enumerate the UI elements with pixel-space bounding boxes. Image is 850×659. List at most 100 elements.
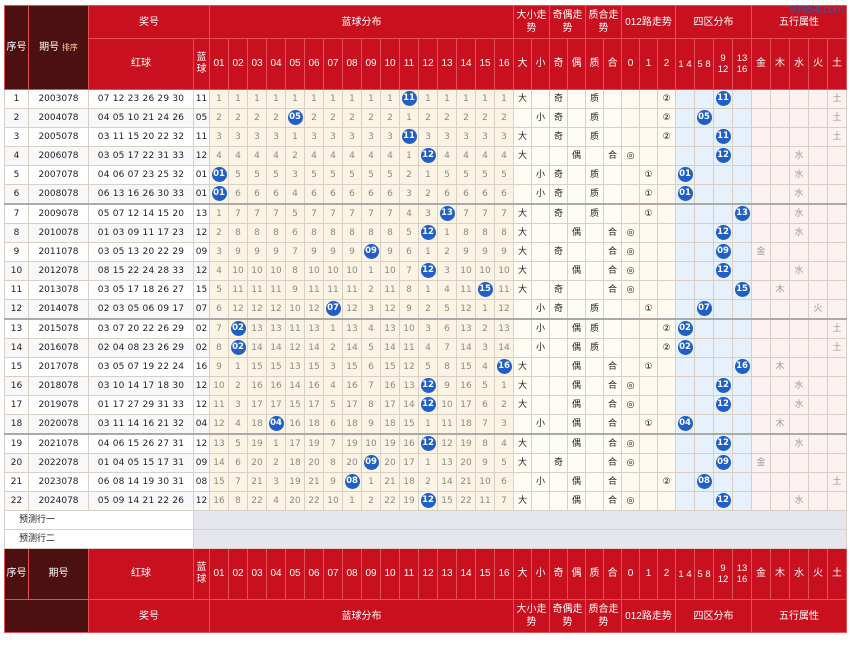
dist-cell: 11 bbox=[247, 280, 267, 300]
jo-cell: 偶 bbox=[567, 491, 586, 511]
l012-cell bbox=[621, 318, 640, 339]
dist-cell: 5 bbox=[494, 453, 514, 473]
zone-ball-marker: 11 bbox=[715, 129, 731, 144]
table-row[interactable]: 17 2019078 01 17 27 29 31 33 12 11 3 17 17 15 17 5… bbox=[4, 395, 847, 415]
dist-cell: 6 bbox=[437, 318, 457, 339]
table-row[interactable]: 21 2023078 06 08 14 19 30 31 08 15 7 21 3 19 21 9 0… bbox=[4, 472, 847, 492]
table-row[interactable]: 16 2018078 03 10 14 17 18 30 12 10 2 16 16 14 16 4… bbox=[4, 376, 847, 396]
dist-cell: 9 bbox=[209, 357, 229, 377]
header-dist-num: 11 bbox=[399, 38, 419, 90]
jo-cell bbox=[549, 357, 568, 377]
dist-cell: 9 bbox=[323, 242, 343, 262]
dx-cell bbox=[531, 376, 550, 396]
dist-cell: 7 bbox=[475, 203, 495, 224]
table-row[interactable]: 4 2006078 03 05 17 22 31 33 12 4 4 4 4 2 4 4 4 4 4 1 12… bbox=[4, 146, 847, 166]
dist-cell: 2 bbox=[475, 108, 495, 128]
table-row[interactable]: 3 2005078 03 11 15 20 22 32 11 3 3 3 3 1 3 3 3 3 3 11 3… bbox=[4, 127, 847, 147]
dist-cell: 8 bbox=[228, 491, 248, 511]
dist-cell: 1 bbox=[418, 414, 438, 435]
dist-cell: 3 bbox=[323, 357, 343, 377]
prediction-row[interactable]: 预测行一 bbox=[4, 510, 847, 530]
row-blue-ball: 07 bbox=[193, 299, 210, 320]
blue-ball-marker: 04 bbox=[268, 416, 284, 431]
dist-cell: 5 bbox=[418, 357, 438, 377]
jo-cell bbox=[567, 203, 586, 224]
table-row[interactable]: 1 2003078 07 12 23 26 29 30 11 1 1 1 1 1 1 1 1 1 1 11 1… bbox=[4, 89, 847, 109]
dist-cell: 12 bbox=[418, 376, 438, 396]
wx-cell bbox=[789, 280, 809, 300]
table-row[interactable]: 14 2016078 02 04 08 23 26 29 02 8 02 14 14 12 14 2… bbox=[4, 338, 847, 358]
dist-cell: 4 bbox=[475, 357, 495, 377]
dist-cell: 11 bbox=[323, 280, 343, 300]
zh-cell bbox=[603, 184, 622, 205]
dist-cell: 1 bbox=[342, 89, 362, 109]
wx-cell: 水 bbox=[789, 184, 809, 205]
table-row[interactable]: 12 2014078 02 03 05 06 09 17 07 6 12 12 12 10 12 0… bbox=[4, 299, 847, 320]
table-row[interactable]: 9 2011078 03 05 13 20 22 29 09 3 9 9 9 7 9 9 9 09 9 6 1… bbox=[4, 242, 847, 262]
dist-cell: 5 bbox=[494, 165, 514, 185]
table-row[interactable]: 10 2012078 08 15 22 24 28 33 12 4 10 10 10 8 10 10… bbox=[4, 261, 847, 281]
header-jo-label: 奇 bbox=[549, 38, 568, 90]
row-period: 2010078 bbox=[28, 223, 89, 243]
dx-cell: 大 bbox=[513, 376, 532, 396]
dist-cell: 6 bbox=[475, 395, 495, 415]
row-blue-ball: 12 bbox=[193, 146, 210, 166]
prediction-label[interactable]: 预测行二 bbox=[4, 529, 194, 549]
dist-cell: 8 bbox=[494, 223, 514, 243]
table-row[interactable]: 19 2021078 04 06 15 26 27 31 12 13 5 19 1 17 19 7 1… bbox=[4, 433, 847, 454]
sort-toggle[interactable]: 排序 bbox=[61, 43, 78, 52]
dist-cell: 7 bbox=[494, 491, 514, 511]
dist-cell: 7 bbox=[437, 338, 457, 358]
zone-cell bbox=[675, 127, 695, 147]
prediction-row[interactable]: 预测行二 bbox=[4, 529, 847, 549]
table-row[interactable]: 11 2013078 03 05 17 18 26 27 15 5 11 11 11 9 11 11… bbox=[4, 280, 847, 300]
table-row[interactable]: 8 2010078 01 03 09 11 17 23 12 2 8 8 8 6 8 8 8 8 8 5 12… bbox=[4, 223, 847, 243]
zone-ball-marker: 12 bbox=[715, 378, 731, 393]
prediction-input-area[interactable] bbox=[193, 529, 847, 549]
dist-cell: 6 bbox=[361, 184, 381, 205]
wx-cell bbox=[789, 414, 809, 435]
jo-cell bbox=[549, 472, 568, 492]
table-row[interactable]: 7 2009078 05 07 12 14 15 20 13 1 7 7 7 5 7 7 7 7 7 4 3 1… bbox=[4, 203, 847, 224]
jo-cell: 奇 bbox=[549, 203, 568, 224]
wx-cell bbox=[808, 414, 828, 435]
table-row[interactable]: 20 2022078 01 04 05 15 17 31 09 14 6 20 2 18 20 8 2… bbox=[4, 453, 847, 473]
l012-cell bbox=[621, 127, 640, 147]
row-seq: 13 bbox=[4, 318, 29, 339]
table-row[interactable]: 13 2015078 03 07 20 22 26 29 02 7 02 13 13 11 13 1… bbox=[4, 318, 847, 339]
dist-cell: 2 bbox=[456, 108, 476, 128]
jo-cell bbox=[549, 318, 568, 339]
l012-cell bbox=[639, 242, 658, 262]
zone-cell bbox=[713, 108, 733, 128]
zh-cell: 合 bbox=[603, 472, 622, 492]
table-row[interactable]: 15 2017078 03 05 07 19 22 24 16 9 1 15 15 13 15 3 1… bbox=[4, 357, 847, 377]
dist-cell: 6 bbox=[475, 184, 495, 205]
l012-cell bbox=[657, 395, 676, 415]
dist-cell: 3 bbox=[456, 127, 476, 147]
prediction-label[interactable]: 预测行一 bbox=[4, 510, 194, 530]
table-row[interactable]: 2 2004078 04 05 10 21 24 26 05 2 2 2 2 05 2 2 2 2 2 1 2… bbox=[4, 108, 847, 128]
table-row[interactable]: 6 2008078 06 13 16 26 30 33 01 01 6 6 6 4 6 6 6 6 6 3 2… bbox=[4, 184, 847, 205]
header-zhihe: 质合走势 bbox=[585, 5, 622, 39]
row-period: 2005078 bbox=[28, 127, 89, 147]
table-row[interactable]: 18 2020078 03 11 14 16 21 32 04 12 4 18 04 16 18 6… bbox=[4, 414, 847, 435]
dist-cell: 1 bbox=[437, 223, 457, 243]
header-dx-label: 大 bbox=[513, 548, 532, 600]
dist-cell: 16 bbox=[285, 414, 305, 435]
row-red-balls: 02 04 08 23 26 29 bbox=[88, 338, 194, 358]
dist-cell: 15 bbox=[342, 357, 362, 377]
dist-cell: 02 bbox=[228, 318, 248, 339]
dist-cell: 4 bbox=[418, 338, 438, 358]
header-dist-num: 02 bbox=[228, 38, 248, 90]
table-row[interactable]: 22 2024078 05 09 14 21 22 26 12 16 8 22 4 20 22 10… bbox=[4, 491, 847, 511]
wx-cell: 金 bbox=[751, 453, 771, 473]
dist-cell: 8 bbox=[304, 223, 324, 243]
table-row[interactable]: 5 2007078 04 06 07 23 25 32 01 01 5 5 5 3 5 5 5 5 5 2 1… bbox=[4, 165, 847, 185]
header-period[interactable]: 期号 排序 bbox=[28, 5, 89, 90]
zone-cell bbox=[713, 318, 733, 339]
dist-cell: 4 bbox=[285, 184, 305, 205]
jo-cell bbox=[549, 223, 568, 243]
prediction-input-area[interactable] bbox=[193, 510, 847, 530]
zone-ball-marker: 12 bbox=[715, 225, 731, 240]
dist-cell: 17 bbox=[380, 395, 400, 415]
